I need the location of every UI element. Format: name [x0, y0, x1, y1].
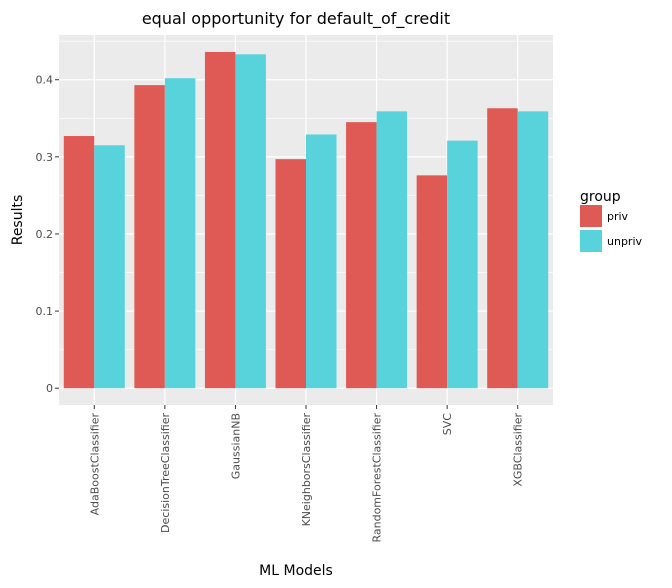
chart-title: equal opportunity for default_of_credit — [142, 9, 450, 29]
bar-unpriv-SVC — [447, 140, 478, 389]
x-tick-label: XGBClassifier — [512, 413, 525, 487]
x-tick-label: DecisionTreeClassifier — [159, 413, 172, 533]
bar-unpriv-KNeighborsClassifier — [306, 134, 337, 389]
bar-priv-GaussianNB — [204, 51, 236, 389]
y-tick-label: 0.4 — [36, 74, 54, 87]
y-axis: 0 0.1 0.2 0.3 0.4 — [36, 74, 59, 395]
x-tick-label: AdaBoostClassifier — [88, 413, 101, 516]
bar-unpriv-AdaBoostClassifier — [94, 145, 125, 389]
bar-priv-RandomForestClassifier — [346, 122, 377, 389]
x-axis-title: ML Models — [259, 563, 333, 579]
x-tick-label: KNeighborsClassifier — [300, 413, 313, 527]
bar-unpriv-DecisionTreeClassifier — [164, 78, 196, 389]
y-axis-title: Results — [10, 195, 26, 246]
bar-priv-XGBClassifier — [487, 108, 518, 389]
y-tick-label: 0.2 — [36, 228, 54, 241]
bar-priv-DecisionTreeClassifier — [134, 85, 165, 389]
bar-priv-AdaBoostClassifier — [63, 136, 95, 389]
legend: group priv unpriv — [580, 189, 643, 252]
bars — [63, 51, 549, 389]
legend-label-unpriv: unpriv — [607, 235, 643, 248]
bar-priv-SVC — [416, 175, 448, 389]
bar-priv-KNeighborsClassifier — [275, 159, 306, 389]
x-tick-label: SVC — [441, 413, 454, 436]
y-tick-label: 0.1 — [36, 305, 54, 318]
bar-unpriv-GaussianNB — [235, 54, 266, 389]
x-axis: AdaBoostClassifier DecisionTreeClassifier… — [88, 405, 525, 543]
legend-title: group — [580, 189, 621, 205]
x-tick-label: RandomForestClassifier — [371, 413, 384, 543]
legend-label-priv: priv — [607, 210, 629, 223]
bar-unpriv-XGBClassifier — [517, 111, 549, 389]
legend-key-priv — [580, 205, 602, 227]
legend-key-unpriv — [580, 230, 602, 252]
x-tick-label: GaussianNB — [229, 413, 242, 479]
y-tick-label: 0.3 — [36, 151, 54, 164]
y-tick-label: 0 — [46, 382, 53, 395]
bar-unpriv-RandomForestClassifier — [376, 111, 408, 389]
